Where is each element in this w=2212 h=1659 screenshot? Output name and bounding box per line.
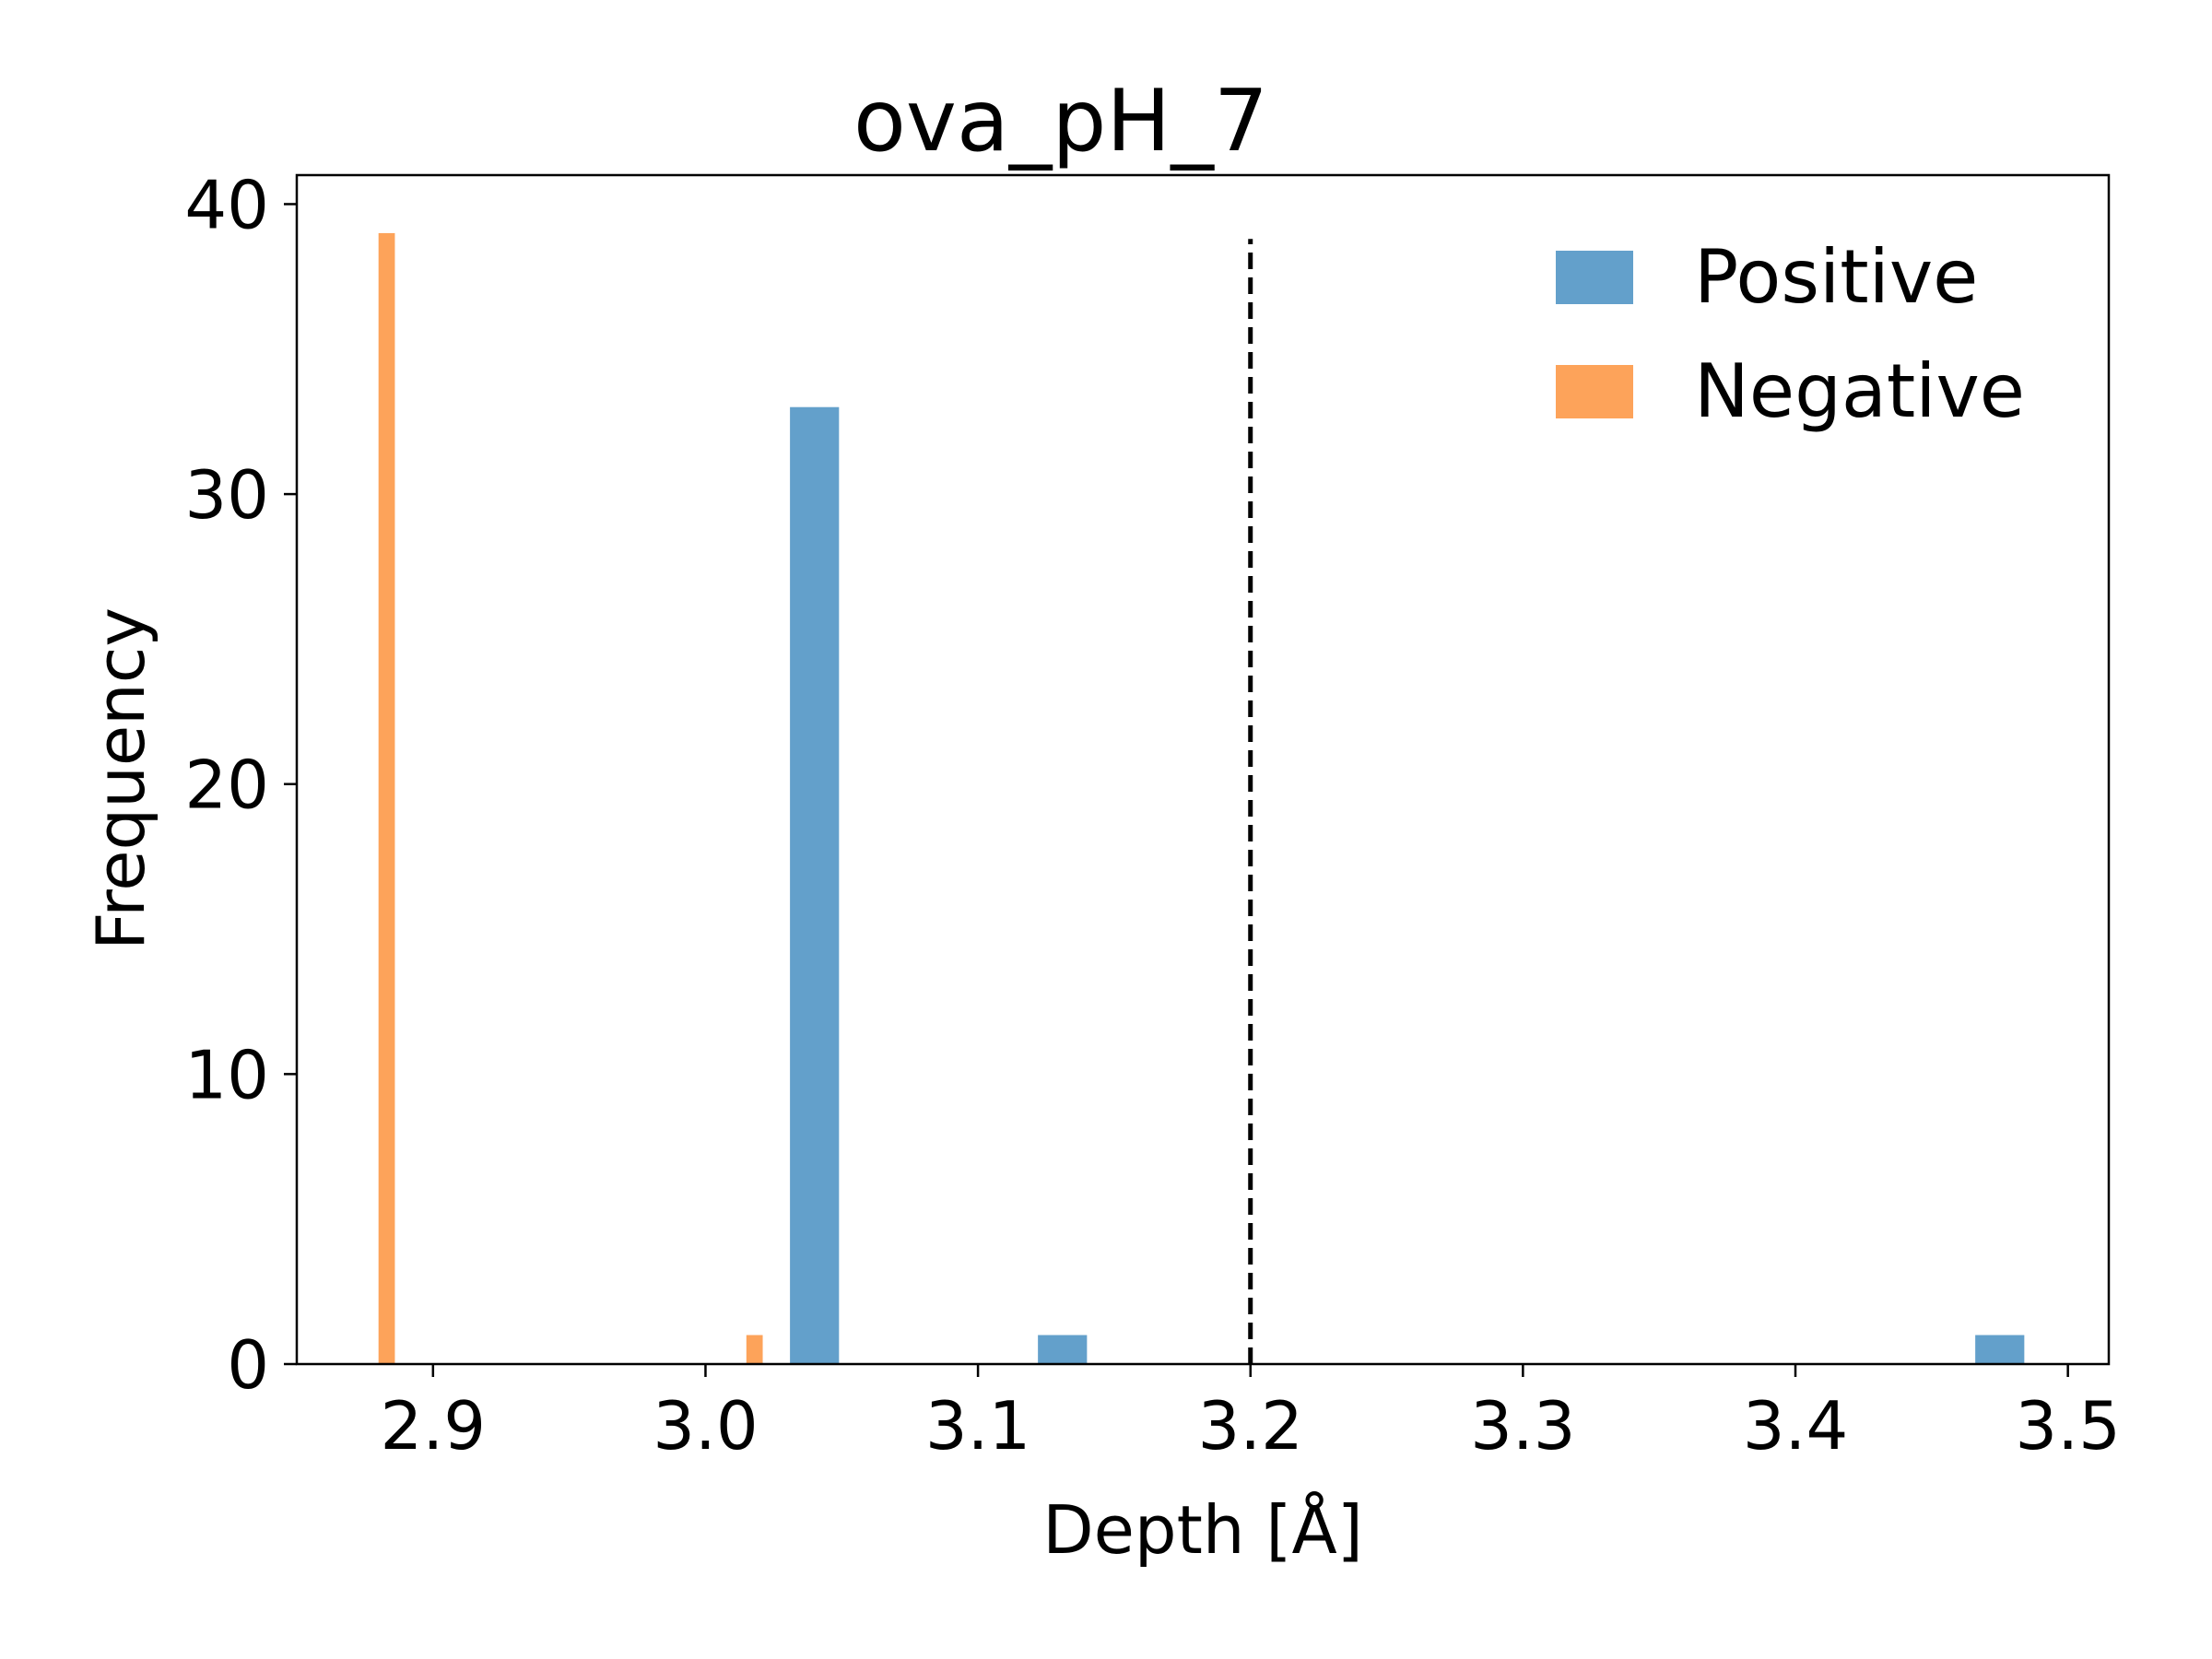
x-tick-label: 3.2 (1197, 1387, 1303, 1465)
bar-positive-2 (1975, 1335, 2025, 1364)
plot-frame (295, 173, 2111, 1366)
bar-negative-1 (746, 1335, 763, 1364)
legend: Positive Negative (1556, 234, 2025, 434)
bar-positive-0 (790, 406, 840, 1365)
legend-label-positive: Positive (1694, 234, 1978, 320)
y-tick-label: 40 (184, 166, 269, 243)
y-tick-label: 10 (184, 1036, 269, 1113)
y-tick-label: 0 (227, 1326, 269, 1404)
bars-layer (378, 232, 2025, 1365)
x-tick-label: 2.9 (381, 1387, 487, 1465)
x-tick-label: 3.5 (2015, 1387, 2121, 1465)
x-axis-label: Depth [Å] (1042, 1491, 1363, 1569)
y-axis-label: Frequency (82, 607, 159, 950)
x-tick-label: 3.0 (653, 1387, 759, 1465)
x-tick-label: 3.3 (1470, 1387, 1576, 1465)
chart-title: ova_pH_7 (853, 71, 1268, 171)
x-axis: 2.9 3.0 3.1 3.2 3.3 3.4 3.5 (381, 1364, 2121, 1465)
legend-swatch-negative (1556, 365, 1633, 418)
y-axis: 0 10 20 30 40 (184, 166, 297, 1404)
y-tick-label: 30 (184, 456, 269, 534)
legend-swatch-positive (1556, 251, 1633, 304)
x-tick-label: 3.1 (925, 1387, 1031, 1465)
y-tick-label: 20 (184, 747, 269, 824)
bar-negative-0 (378, 232, 395, 1364)
legend-label-negative: Negative (1694, 348, 2025, 434)
x-tick-label: 3.4 (1743, 1387, 1849, 1465)
bar-positive-1 (1038, 1335, 1088, 1364)
